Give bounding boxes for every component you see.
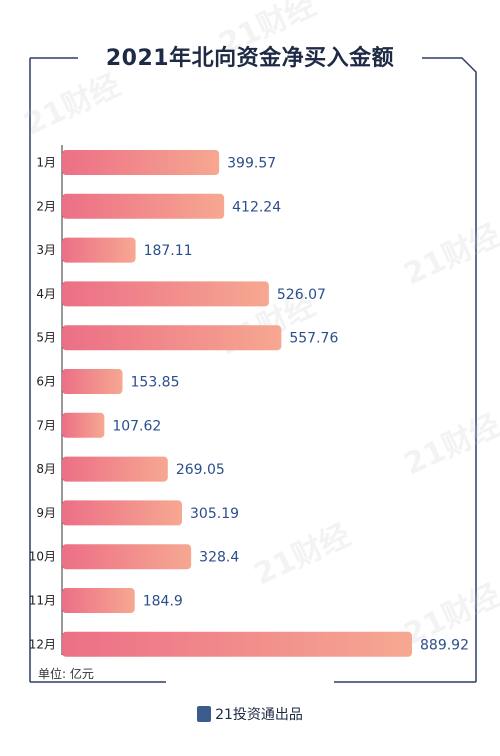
category-label: 3月 xyxy=(36,243,56,257)
bar xyxy=(62,325,282,351)
value-label: 305.19 xyxy=(190,506,239,522)
category-label: 5月 xyxy=(36,331,56,345)
bar xyxy=(62,193,225,219)
value-label: 187.11 xyxy=(144,243,193,259)
bar xyxy=(62,544,192,570)
category-label: 9月 xyxy=(36,506,56,520)
value-label: 889.92 xyxy=(420,637,469,653)
bar xyxy=(62,631,412,657)
category-label: 8月 xyxy=(36,462,56,476)
category-label: 7月 xyxy=(36,418,56,432)
footer-text: 21投资通出品 xyxy=(215,707,303,723)
value-label: 269.05 xyxy=(176,462,225,478)
chart-title: 2021年北向资金净买入金额 xyxy=(105,46,395,71)
value-label: 107.62 xyxy=(112,418,161,434)
bar xyxy=(62,500,183,526)
value-label: 328.4 xyxy=(199,550,239,566)
value-label: 184.9 xyxy=(143,594,183,610)
category-label: 12月 xyxy=(29,637,56,651)
bar xyxy=(62,369,123,394)
category-label: 10月 xyxy=(29,550,56,564)
category-label: 6月 xyxy=(36,375,56,389)
value-label: 526.07 xyxy=(277,287,326,303)
bar xyxy=(62,588,135,613)
unit-label: 单位: 亿元 xyxy=(38,667,94,681)
bar xyxy=(62,412,105,438)
bars-group: 1月 399.57 2月 412.24 3月 187.11 4月 526.07 5月 557.76… xyxy=(29,150,469,657)
category-label: 11月 xyxy=(29,594,56,608)
bar xyxy=(62,150,220,175)
brand-logo-icon xyxy=(197,706,212,722)
bar xyxy=(62,456,168,482)
category-label: 1月 xyxy=(36,156,56,170)
value-label: 153.85 xyxy=(131,375,180,391)
value-label: 399.57 xyxy=(227,156,276,172)
bar xyxy=(62,281,269,307)
footer: 21投资通出品 xyxy=(0,704,500,724)
category-label: 2月 xyxy=(36,199,56,213)
frame-top-right-border xyxy=(30,57,477,682)
bar xyxy=(62,237,136,263)
value-label: 412.24 xyxy=(232,199,281,215)
value-label: 557.76 xyxy=(289,331,338,347)
category-label: 4月 xyxy=(36,287,56,301)
